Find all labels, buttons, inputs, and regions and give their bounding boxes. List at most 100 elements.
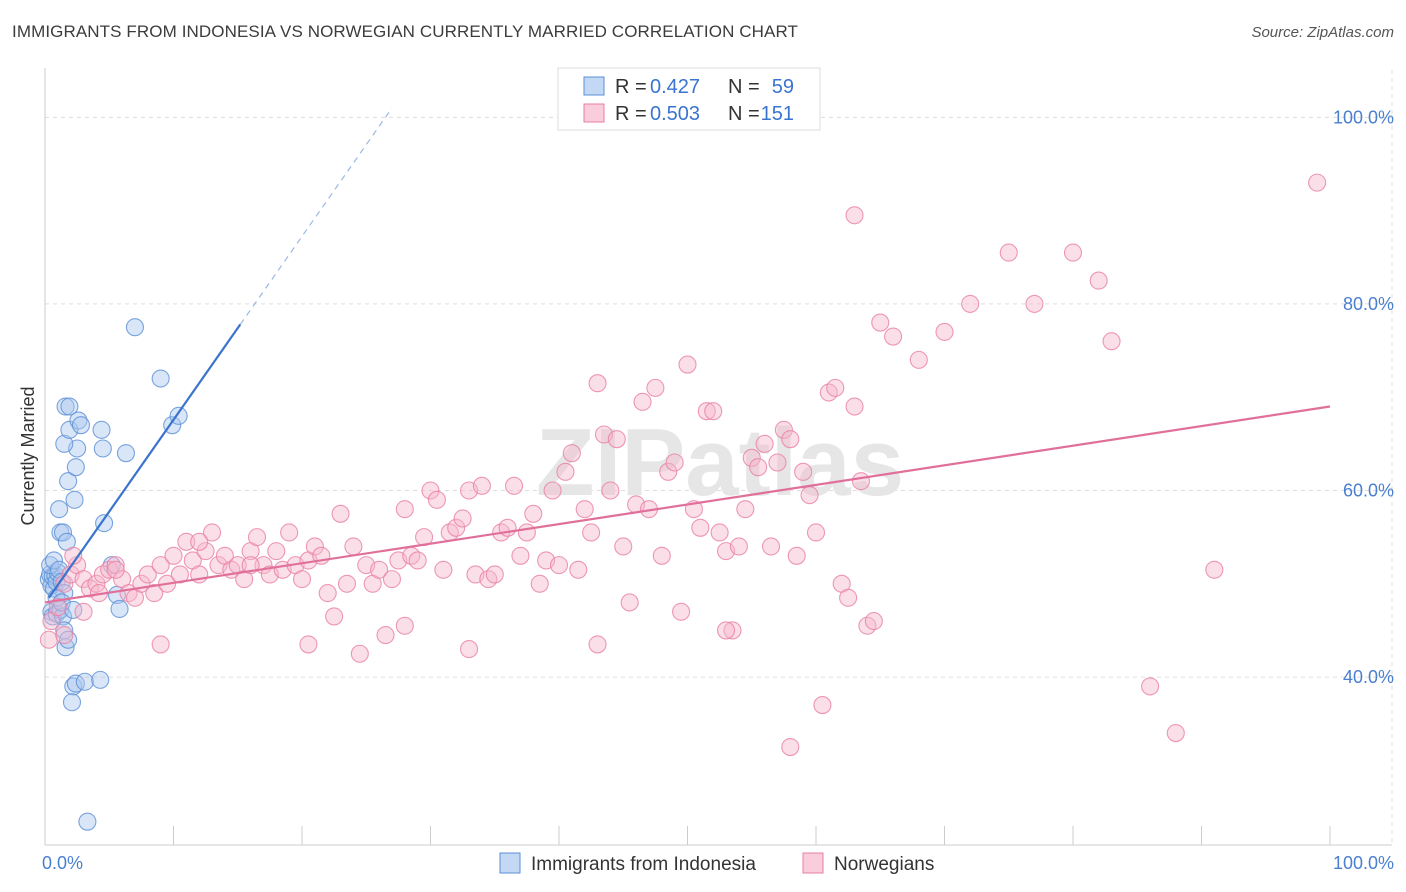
data-point xyxy=(665,453,684,472)
data-point xyxy=(871,313,890,332)
data-point xyxy=(1205,560,1224,579)
data-point xyxy=(845,397,864,416)
data-point xyxy=(826,378,845,397)
data-point xyxy=(562,444,581,463)
series-1 xyxy=(39,173,1327,757)
data-point xyxy=(845,206,864,225)
data-point xyxy=(151,635,170,654)
data-point xyxy=(106,560,125,579)
grid-lines xyxy=(45,70,1393,845)
data-point xyxy=(588,374,607,393)
data-point xyxy=(39,630,58,649)
chart-source: Source: ZipAtlas.com xyxy=(1251,24,1394,41)
data-point xyxy=(92,420,111,439)
data-point xyxy=(723,621,742,640)
legend-r-label: R = xyxy=(615,76,647,98)
data-point xyxy=(1308,173,1327,192)
data-point xyxy=(742,448,761,467)
data-point xyxy=(44,551,64,570)
data-point xyxy=(999,243,1018,262)
data-point xyxy=(91,670,110,689)
data-point xyxy=(299,635,318,654)
data-point xyxy=(736,500,755,519)
data-point xyxy=(569,560,588,579)
data-point xyxy=(78,812,97,831)
data-point xyxy=(549,556,569,575)
data-point xyxy=(65,490,84,509)
data-point xyxy=(614,537,633,556)
trend-layer xyxy=(44,107,1331,604)
data-point xyxy=(607,430,626,449)
data-point xyxy=(53,607,73,626)
data-point xyxy=(55,626,74,645)
data-point xyxy=(678,355,697,374)
chart-title: IMMIGRANTS FROM INDONESIA VS NORWEGIAN C… xyxy=(12,22,799,41)
trend-line-norwegians xyxy=(44,405,1331,604)
data-point xyxy=(421,481,440,500)
data-point xyxy=(376,626,395,645)
legend-top: R = 0.427 N = 59 R = 0.503 N = 151 xyxy=(557,67,821,131)
legend-n-label: N = xyxy=(728,76,760,98)
data-point xyxy=(710,523,729,542)
data-point xyxy=(190,532,209,551)
data-point xyxy=(305,537,324,556)
data-point xyxy=(331,504,350,523)
data-point xyxy=(62,693,82,712)
x-tick-label: 0.0% xyxy=(42,853,83,873)
data-point xyxy=(652,546,671,565)
data-point xyxy=(1063,243,1083,262)
data-point xyxy=(267,542,286,561)
data-point xyxy=(543,481,562,500)
legend-swatch xyxy=(583,103,605,123)
data-point xyxy=(151,556,170,575)
data-point xyxy=(646,378,665,397)
legend-n-value: 151 xyxy=(761,103,794,125)
series-0 xyxy=(39,318,188,831)
data-point xyxy=(729,537,748,556)
data-point xyxy=(110,599,129,619)
data-point xyxy=(196,542,215,561)
legend-r-label: R = xyxy=(615,103,647,125)
data-point xyxy=(575,500,594,519)
bottom-legend-label: Norwegians xyxy=(834,854,934,875)
data-point xyxy=(177,532,196,551)
data-point xyxy=(145,584,164,603)
data-point xyxy=(672,602,691,621)
data-point xyxy=(761,537,781,556)
data-point xyxy=(55,434,74,453)
data-point xyxy=(819,383,838,402)
data-point xyxy=(781,737,800,757)
data-point xyxy=(337,574,357,593)
data-point xyxy=(691,518,710,537)
data-point xyxy=(74,602,93,621)
data-point xyxy=(755,434,774,453)
y-tick-label: 100.0% xyxy=(1333,107,1394,127)
data-point xyxy=(64,677,83,696)
data-point xyxy=(48,598,67,617)
data-point xyxy=(292,570,312,589)
bottom-legend-swatch xyxy=(802,852,824,874)
bottom-legend-swatch xyxy=(499,852,521,874)
data-point xyxy=(370,560,389,579)
data-point xyxy=(588,635,607,654)
data-point xyxy=(382,570,402,589)
data-point xyxy=(60,397,79,416)
data-point xyxy=(479,570,498,589)
data-point xyxy=(858,616,877,635)
data-point xyxy=(53,523,73,542)
data-point xyxy=(125,318,144,337)
data-point xyxy=(344,537,363,556)
data-point xyxy=(556,462,575,481)
data-point xyxy=(50,500,69,519)
data-point xyxy=(95,514,114,533)
data-point xyxy=(633,392,652,411)
data-point xyxy=(517,523,536,542)
data-point xyxy=(80,579,100,598)
data-point xyxy=(100,560,119,579)
data-point xyxy=(447,518,466,537)
data-point xyxy=(864,612,883,631)
data-point xyxy=(813,696,832,715)
y-axis-label: Currently Married xyxy=(18,386,38,525)
data-point xyxy=(408,551,427,570)
